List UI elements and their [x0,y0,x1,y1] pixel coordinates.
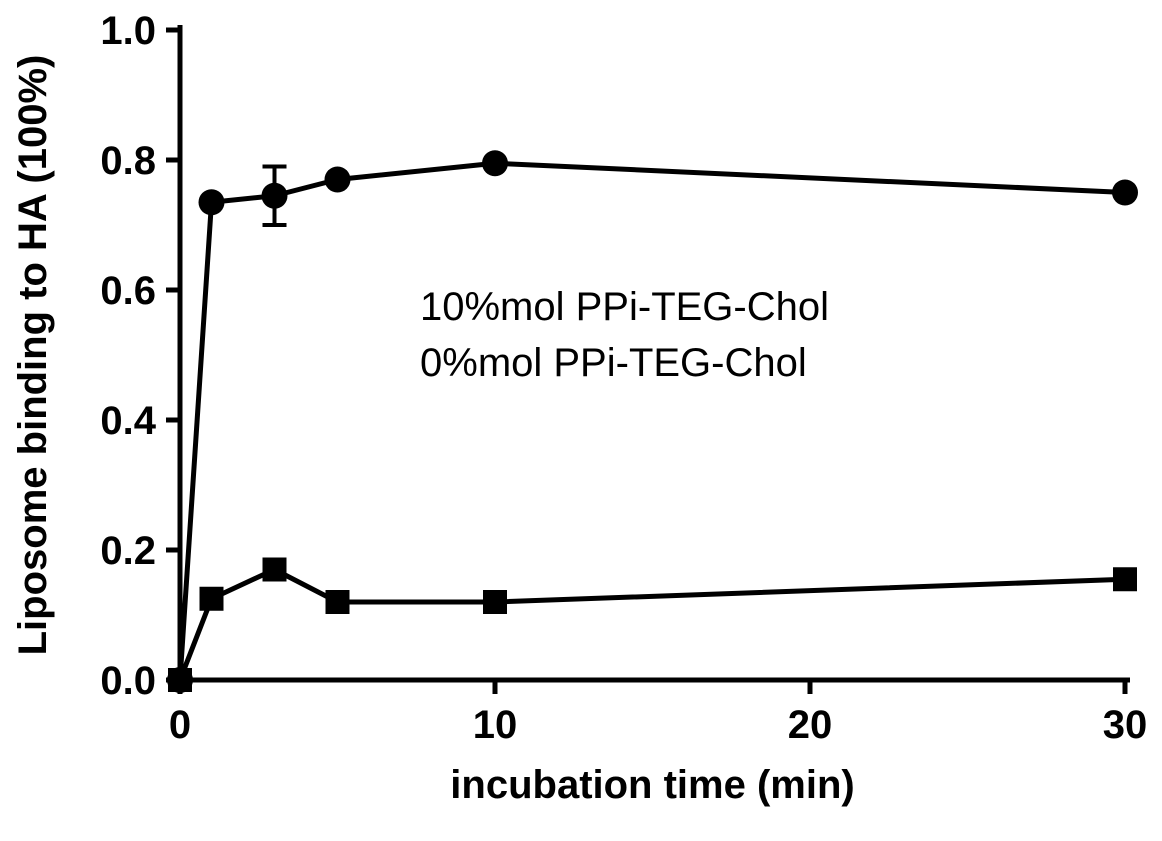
marker-square [1113,567,1137,591]
marker-circle [262,183,288,209]
ytick-label: 0.0 [100,659,156,703]
ytick-label: 0.4 [100,399,156,443]
legend-item-1: 0%mol PPi-TEG-Chol [420,341,807,385]
ytick-label: 1.0 [100,9,156,53]
legend-item-0: 10%mol PPi-TEG-Chol [420,285,829,329]
liposome-binding-chart: 0 10 20 30 0.0 0.2 0.4 0.6 0.8 1.0 incubation time… [0,0,1162,841]
marker-square [200,587,224,611]
marker-square [263,558,287,582]
y-axis-label: Liposome binding to HA (100%) [11,55,55,656]
xtick-label: 0 [169,703,191,747]
marker-circle [199,189,225,215]
marker-square [168,668,192,692]
ytick-label: 0.2 [100,529,156,573]
xtick-label: 30 [1103,703,1148,747]
ytick-label: 0.8 [100,139,156,183]
marker-circle [1112,180,1138,206]
xtick-label: 20 [788,703,833,747]
marker-square [326,590,350,614]
xtick-label: 10 [473,703,518,747]
marker-circle [325,167,351,193]
ytick-label: 0.6 [100,269,156,313]
marker-circle [482,150,508,176]
x-axis-label: incubation time (min) [450,763,854,807]
marker-square [483,590,507,614]
